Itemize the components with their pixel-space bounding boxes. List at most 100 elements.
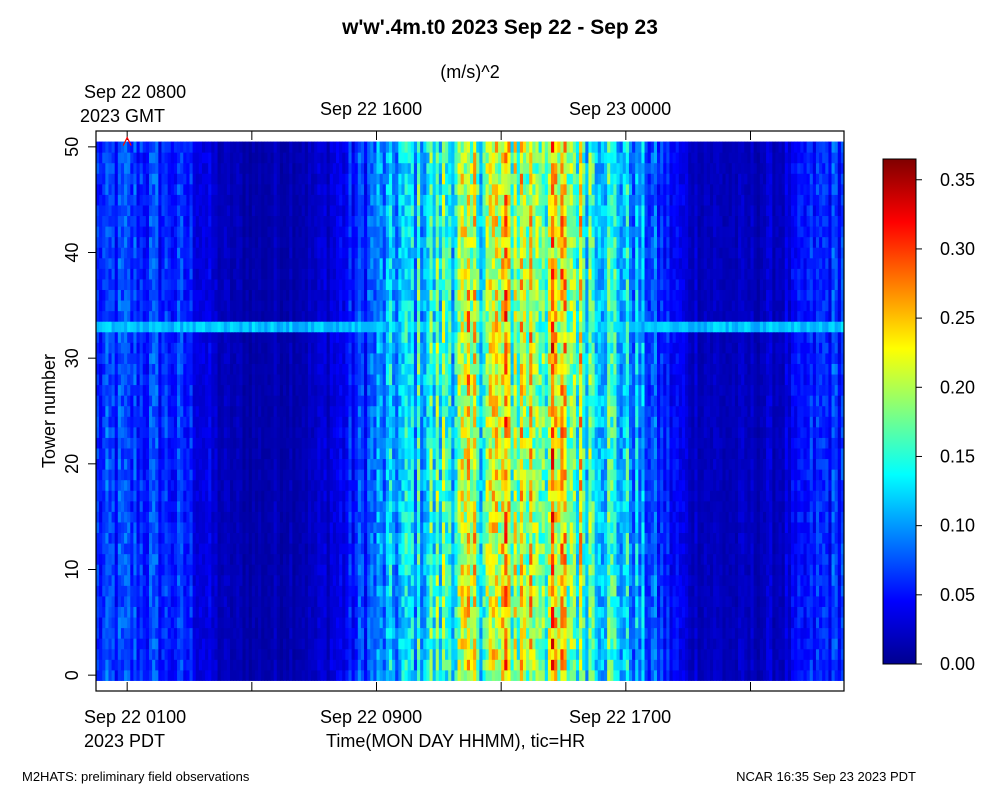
heatmap-cell [470, 638, 474, 650]
heatmap-cell [360, 659, 365, 671]
heatmap-cell [591, 574, 596, 586]
heatmap-cell [741, 490, 745, 502]
heatmap-cell [429, 458, 434, 470]
heatmap-cell [488, 479, 493, 491]
heatmap-cell [772, 638, 776, 650]
heatmap-cell [769, 479, 773, 491]
heatmap-cell [669, 479, 674, 491]
heatmap-cell [329, 490, 334, 502]
heatmap-cell [242, 553, 247, 565]
heatmap-cell [741, 511, 745, 523]
heatmap-cell [164, 490, 169, 502]
heatmap-cell [632, 479, 636, 491]
heatmap-cell [183, 469, 187, 481]
heatmap-cell [360, 606, 365, 618]
heatmap-cell [398, 479, 402, 491]
heatmap-cell [756, 606, 761, 618]
heatmap-cell [638, 479, 642, 491]
heatmap-cell [261, 659, 265, 671]
heatmap-cell [198, 490, 203, 502]
heatmap-cell [410, 490, 415, 502]
heatmap-cell [519, 627, 524, 639]
heatmap-cell [600, 595, 605, 607]
heatmap-cell [840, 648, 845, 660]
heatmap-cell [273, 553, 278, 565]
heatmap-cell [117, 574, 122, 586]
heatmap-cell [307, 574, 312, 586]
heatmap-cell [195, 490, 200, 502]
heatmap-cell [470, 627, 474, 639]
heatmap-cell [441, 511, 446, 523]
heatmap-cell [566, 574, 571, 586]
heatmap-cell [445, 617, 449, 629]
heatmap-cell [628, 543, 633, 555]
heatmap-cell [379, 617, 384, 629]
heatmap-cell [401, 659, 406, 671]
heatmap-cell [675, 617, 680, 629]
heatmap-cell [470, 564, 474, 576]
heatmap-cell [289, 521, 293, 534]
heatmap-cell [217, 585, 222, 597]
heatmap-cell [142, 659, 147, 671]
heatmap-cell [470, 669, 474, 681]
heatmap-cell [395, 669, 399, 681]
heatmap-cell [709, 511, 714, 523]
heatmap-cell [130, 574, 134, 586]
heatmap-cell [158, 585, 162, 597]
heatmap-cell [217, 500, 222, 512]
heatmap-cell [741, 659, 745, 671]
heatmap-cell [828, 532, 833, 544]
heatmap-cell [498, 595, 502, 607]
heatmap-cell [663, 627, 667, 639]
heatmap-cell [666, 479, 670, 491]
heatmap-cell [837, 606, 842, 618]
heatmap-cell [747, 627, 751, 639]
heatmap-cell [211, 469, 215, 481]
heatmap-cell [738, 638, 742, 650]
heatmap-cell [211, 606, 215, 618]
heatmap-cell [579, 585, 583, 597]
heatmap-cell [158, 500, 162, 512]
heatmap-cell [756, 669, 761, 681]
heatmap-cell [691, 595, 695, 607]
heatmap-cell [120, 469, 125, 481]
heatmap-cell [644, 585, 649, 597]
heatmap-cell [298, 595, 303, 607]
heatmap-cell [535, 521, 540, 534]
heatmap-cell [214, 553, 219, 565]
heatmap-cell [261, 617, 265, 629]
heatmap-cell [647, 532, 652, 544]
heatmap-cell [635, 627, 639, 639]
heatmap-cell [647, 469, 652, 481]
heatmap-cell [276, 617, 281, 629]
heatmap-cell [311, 595, 315, 607]
heatmap-cell [473, 595, 477, 607]
footer-right: NCAR 16:35 Sep 23 2023 PDT [736, 769, 916, 784]
heatmap-cell [485, 585, 490, 597]
heatmap-cell [248, 648, 253, 660]
heatmap-cell [501, 669, 505, 681]
heatmap-cell [223, 638, 228, 650]
heatmap-cell [510, 595, 515, 607]
heatmap-cell [560, 511, 564, 523]
heatmap-cell [177, 606, 181, 618]
heatmap-cell [494, 500, 499, 512]
heatmap-cell [420, 490, 424, 502]
heatmap-cell [426, 490, 430, 502]
heatmap-cell [557, 521, 561, 534]
heatmap-cell [644, 543, 649, 555]
heatmap-cell [286, 669, 290, 681]
heatmap-cell [572, 500, 577, 512]
heatmap-cell [504, 627, 508, 639]
heatmap-cell [762, 500, 767, 512]
heatmap-cell [532, 532, 536, 544]
heatmap-cell [226, 669, 231, 681]
heatmap-cell [164, 659, 169, 671]
heatmap-cell [825, 543, 829, 555]
heatmap-cell [395, 638, 399, 650]
heatmap-cell [332, 532, 337, 544]
heatmap-cell [395, 553, 399, 565]
heatmap-cell [697, 617, 702, 629]
heatmap-cell [709, 585, 714, 597]
heatmap-cell [731, 490, 736, 502]
